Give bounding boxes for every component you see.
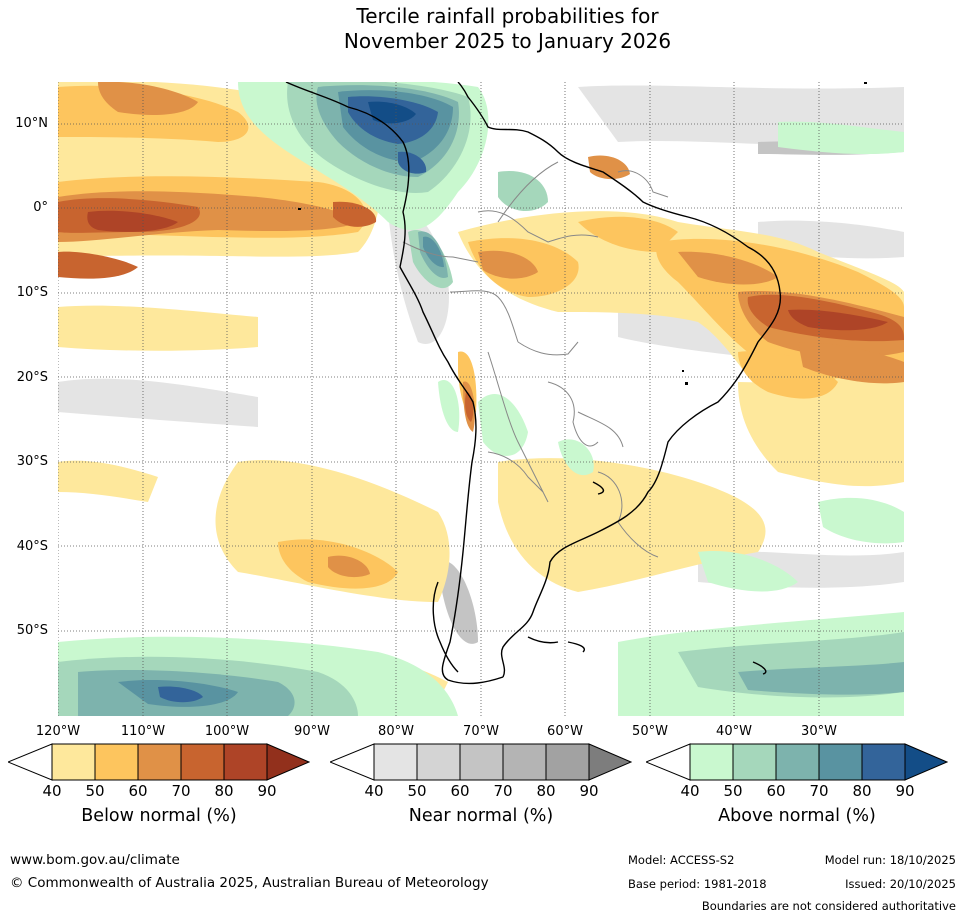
above-swatch-5 (861, 743, 906, 781)
above-swatch-4 (818, 743, 863, 781)
islands (298, 82, 867, 385)
near-swatch-6 (588, 743, 632, 781)
above-swatch-2 (732, 743, 777, 781)
lon-label-30w: 30°W (801, 724, 837, 739)
lon-label-70w: 70°W (463, 724, 499, 739)
above-tick-90: 90 (895, 782, 915, 800)
below-tick-90: 90 (257, 782, 277, 800)
colorbar-below-normal (8, 743, 310, 781)
near-tick-60: 60 (450, 782, 470, 800)
title-line-1: Tercile rainfall probabilities for (356, 4, 659, 28)
near-swatch-2 (416, 743, 461, 781)
near-swatch-1 (373, 743, 418, 781)
above-normal-title: Above normal (%) (718, 806, 876, 826)
lon-label-120w: 120°W (35, 724, 81, 739)
above-swatch-3 (775, 743, 820, 781)
lat-label-10s: 10°S (16, 285, 48, 300)
title-line-2: November 2025 to January 2026 (343, 29, 672, 53)
website-link[interactable]: www.bom.gov.au/climate (10, 852, 180, 868)
lon-label-60w: 60°W (547, 724, 583, 739)
below-normal-regions (58, 82, 904, 702)
probability-map (58, 82, 904, 716)
lat-label-0: 0° (33, 200, 48, 215)
colorbar-near-normal (330, 743, 632, 781)
below-tick-70: 70 (171, 782, 191, 800)
above-tick-80: 80 (852, 782, 872, 800)
below-swatch-6 (266, 743, 310, 781)
near-tick-70: 70 (493, 782, 513, 800)
lon-label-100w: 100°W (204, 724, 250, 739)
near-normal-title: Near normal (%) (408, 806, 554, 826)
map-title: Tercile rainfall probabilities for Novem… (0, 4, 965, 54)
copyright-text: © Commonwealth of Australia 2025, Austra… (10, 875, 489, 891)
country-boundaries (402, 161, 669, 558)
above-tick-70: 70 (809, 782, 829, 800)
below-tick-80: 80 (214, 782, 234, 800)
near-tick-50: 50 (407, 782, 427, 800)
near-swatch-4 (502, 743, 547, 781)
lon-label-80w: 80°W (378, 724, 414, 739)
below-normal-title: Below normal (%) (81, 806, 237, 826)
above-swatch-6 (904, 743, 948, 781)
lon-label-40w: 40°W (716, 724, 752, 739)
above-swatch-0 (646, 743, 691, 781)
below-tick-60: 60 (128, 782, 148, 800)
above-swatch-1 (689, 743, 734, 781)
near-tick-40: 40 (364, 782, 384, 800)
coastlines (285, 82, 782, 685)
colorbar-above-normal (646, 743, 948, 781)
base-period-text: Base period: 1981-2018 (628, 877, 767, 891)
map-canvas (58, 82, 904, 716)
near-swatch-3 (459, 743, 504, 781)
lat-label-30s: 30°S (16, 454, 48, 469)
above-tick-50: 50 (723, 782, 743, 800)
model-run-text: Model run: 18/10/2025 (824, 853, 956, 867)
lat-label-10n: 10°N (15, 116, 48, 131)
lat-label-50s: 50°S (16, 623, 48, 638)
near-tick-80: 80 (536, 782, 556, 800)
below-swatch-3 (137, 743, 182, 781)
below-swatch-1 (51, 743, 96, 781)
lon-label-90w: 90°W (294, 724, 330, 739)
lat-label-20s: 20°S (16, 370, 48, 385)
lon-label-50w: 50°W (632, 724, 668, 739)
below-tick-40: 40 (42, 782, 62, 800)
below-swatch-0 (8, 743, 53, 781)
near-tick-90: 90 (579, 782, 599, 800)
disclaimer-text: Boundaries are not considered authoritat… (701, 899, 956, 913)
lat-label-40s: 40°S (16, 539, 48, 554)
gridlines (58, 82, 904, 716)
below-swatch-2 (94, 743, 139, 781)
below-swatch-5 (223, 743, 268, 781)
near-swatch-5 (545, 743, 590, 781)
lon-label-110w: 110°W (120, 724, 166, 739)
near-swatch-0 (330, 743, 375, 781)
above-normal-regions (58, 82, 904, 716)
above-tick-40: 40 (680, 782, 700, 800)
issued-text: Issued: 20/10/2025 (845, 877, 956, 891)
model-text: Model: ACCESS-S2 (628, 853, 735, 867)
below-swatch-4 (180, 743, 225, 781)
below-tick-50: 50 (85, 782, 105, 800)
above-tick-60: 60 (766, 782, 786, 800)
